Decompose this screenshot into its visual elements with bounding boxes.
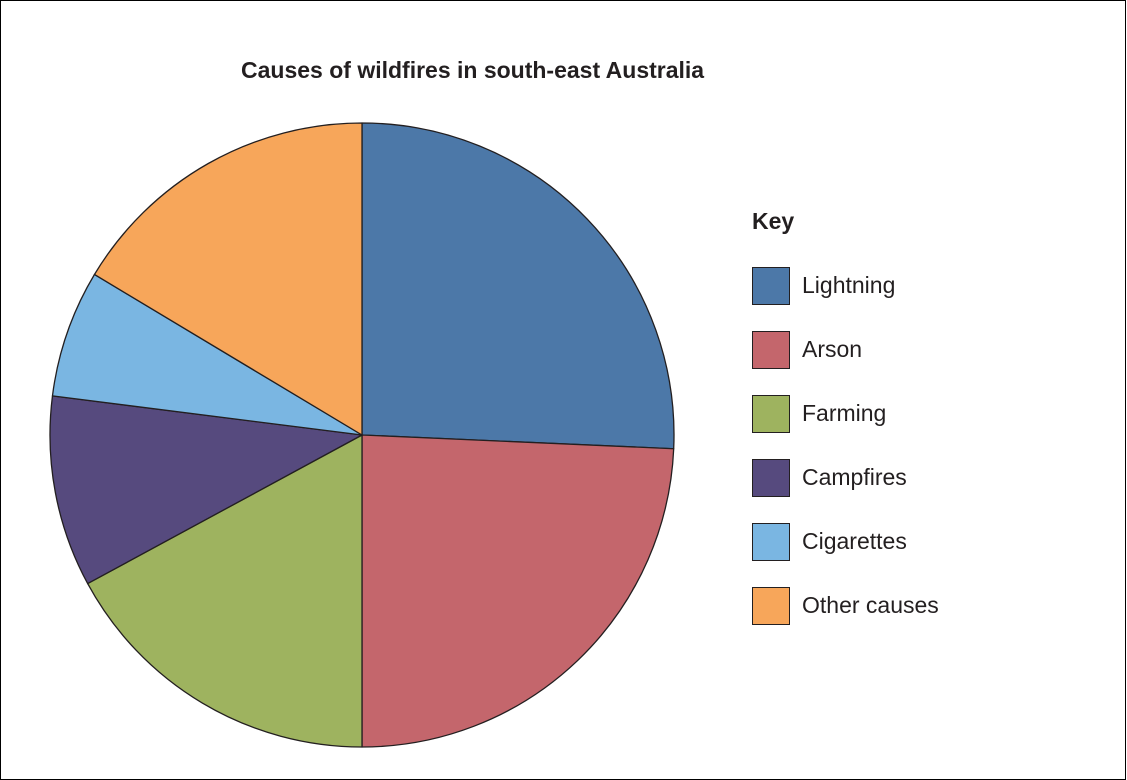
legend-swatch: [752, 458, 790, 497]
legend-item-lightning: Lightning: [752, 266, 939, 305]
legend-swatch: [752, 522, 790, 561]
legend-item-cigarettes: Cigarettes: [752, 522, 939, 561]
pie-slice-cigarettes: [51, 273, 363, 436]
legend-label: Farming: [802, 400, 887, 426]
pie-slice-campfires: [49, 395, 363, 585]
legend-title: Key: [752, 208, 795, 234]
pie-slice-lightning: [361, 122, 675, 450]
legend-label: Cigarettes: [802, 528, 907, 554]
pie-slice-arson: [361, 434, 675, 748]
legend-label: Arson: [802, 336, 863, 362]
pie-slice-farming: [87, 434, 363, 748]
legend-item-arson: Arson: [752, 330, 939, 369]
legend-swatch: [752, 266, 790, 305]
legend-swatch: [752, 586, 790, 625]
legend-label: Lightning: [802, 272, 896, 298]
legend-item-farming: Farming: [752, 394, 939, 433]
legend-label: Other causes: [802, 592, 939, 618]
legend-item-other-causes: Other causes: [752, 586, 939, 625]
legend: Key Lightning Arson Farming Campfires Cigare…: [752, 208, 939, 650]
legend-swatch: [752, 394, 790, 433]
pie-slice-other-causes: [93, 122, 363, 436]
legend-item-campfires: Campfires: [752, 458, 939, 497]
legend-swatch: [752, 330, 790, 369]
legend-label: Campfires: [802, 464, 907, 490]
